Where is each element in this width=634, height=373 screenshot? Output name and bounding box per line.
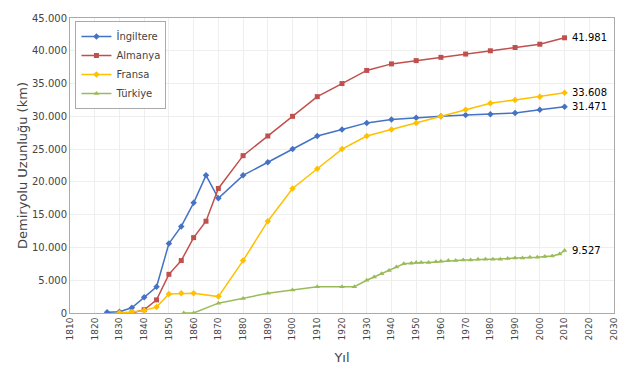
svg-text:5.000: 5.000 — [38, 275, 67, 286]
svg-text:1820: 1820 — [90, 317, 100, 340]
svg-text:33.608: 33.608 — [572, 87, 607, 98]
svg-text:1980: 1980 — [485, 317, 495, 340]
svg-text:9.527: 9.527 — [572, 245, 601, 256]
svg-text:1860: 1860 — [189, 317, 199, 340]
svg-text:İngiltere: İngiltere — [116, 30, 157, 42]
svg-text:1990: 1990 — [510, 317, 520, 340]
svg-text:25.000: 25.000 — [32, 144, 67, 155]
svg-text:0: 0 — [61, 308, 67, 319]
svg-text:1880: 1880 — [238, 317, 248, 340]
svg-text:2010: 2010 — [559, 317, 569, 340]
svg-text:1890: 1890 — [263, 317, 273, 340]
svg-text:Fransa: Fransa — [116, 69, 149, 80]
svg-text:2020: 2020 — [584, 317, 594, 340]
svg-text:1900: 1900 — [287, 317, 297, 340]
svg-text:2030: 2030 — [609, 317, 619, 340]
svg-text:1950: 1950 — [411, 317, 421, 340]
svg-text:1830: 1830 — [114, 317, 124, 340]
svg-text:45.000: 45.000 — [32, 13, 67, 24]
svg-text:20.000: 20.000 — [32, 176, 67, 187]
svg-text:Demiryolu Uzunluğu (km): Demiryolu Uzunluğu (km) — [15, 82, 30, 249]
svg-text:1840: 1840 — [139, 317, 149, 340]
svg-text:15.000: 15.000 — [32, 209, 67, 220]
svg-text:1930: 1930 — [362, 317, 372, 340]
svg-text:1870: 1870 — [213, 317, 223, 340]
svg-text:30.000: 30.000 — [32, 111, 67, 122]
svg-text:1970: 1970 — [461, 317, 471, 340]
svg-text:Yıl: Yıl — [333, 350, 349, 365]
svg-text:Almanya: Almanya — [116, 50, 160, 61]
svg-text:35.000: 35.000 — [32, 78, 67, 89]
svg-text:1920: 1920 — [337, 317, 347, 340]
svg-text:31.471: 31.471 — [572, 101, 607, 112]
svg-text:1910: 1910 — [312, 317, 322, 340]
svg-text:40.000: 40.000 — [32, 45, 67, 56]
svg-text:1850: 1850 — [164, 317, 174, 340]
svg-text:41.981: 41.981 — [572, 32, 607, 43]
svg-text:10.000: 10.000 — [32, 242, 67, 253]
svg-text:1940: 1940 — [386, 317, 396, 340]
svg-text:1960: 1960 — [436, 317, 446, 340]
svg-text:1810: 1810 — [65, 317, 75, 340]
svg-text:Türkiye: Türkiye — [115, 88, 152, 99]
svg-text:2000: 2000 — [535, 317, 545, 340]
